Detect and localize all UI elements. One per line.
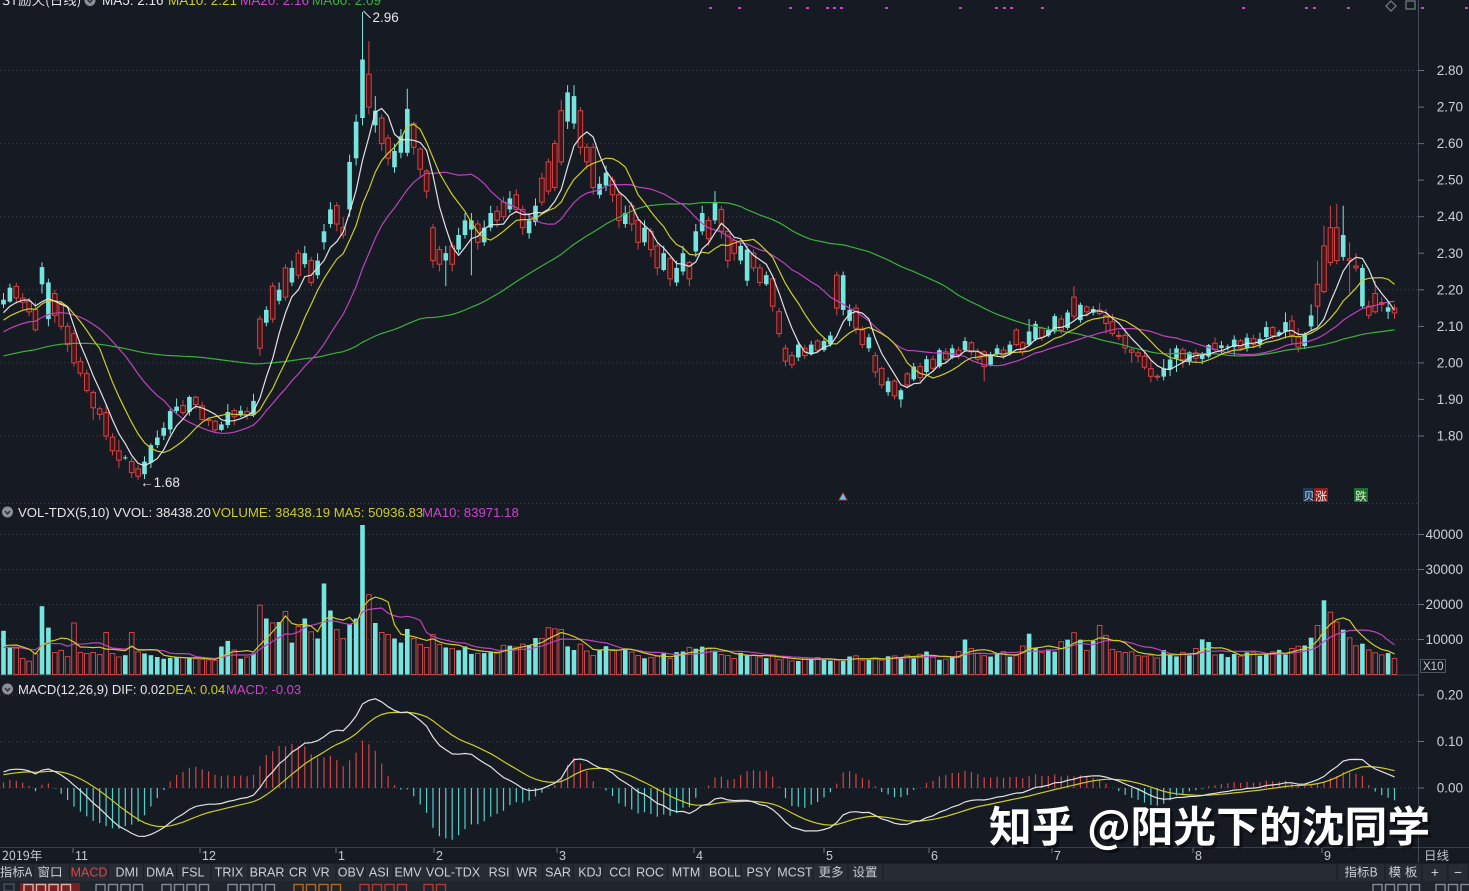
svg-text:VOL-TDX(5,10) VVOL: 38438.20: VOL-TDX(5,10) VVOL: 38438.20	[18, 505, 211, 520]
svg-text:2.50: 2.50	[1437, 173, 1463, 188]
svg-text:2.60: 2.60	[1437, 136, 1463, 151]
svg-text:MACD(12,26,9) DIF: 0.02: MACD(12,26,9) DIF: 0.02	[18, 682, 165, 697]
svg-text:DEA: 0.04: DEA: 0.04	[166, 682, 225, 697]
svg-text:2.00: 2.00	[1437, 355, 1463, 370]
svg-text:PSY: PSY	[746, 866, 772, 880]
svg-text:VOLUME: 38438.19 MA5: 50936.83: VOLUME: 38438.19 MA5: 50936.83	[212, 505, 423, 520]
svg-text:2.70: 2.70	[1437, 100, 1463, 115]
svg-text:DMA: DMA	[146, 866, 174, 880]
svg-text:20000: 20000	[1425, 597, 1463, 612]
svg-text:0.00: 0.00	[1437, 781, 1463, 796]
svg-text:OBV: OBV	[338, 866, 365, 880]
svg-text:2.40: 2.40	[1437, 209, 1463, 224]
svg-text:10000: 10000	[1425, 632, 1463, 647]
svg-text:0.10: 0.10	[1437, 734, 1463, 749]
svg-text:2.20: 2.20	[1437, 282, 1463, 297]
svg-text:30000: 30000	[1425, 562, 1463, 577]
svg-text:2.80: 2.80	[1437, 63, 1463, 78]
svg-text:ASI: ASI	[369, 866, 389, 880]
svg-text:DMI: DMI	[116, 866, 139, 880]
svg-text:MA5: 2.16: MA5: 2.16	[102, 0, 164, 8]
svg-text:MTM: MTM	[672, 866, 700, 880]
svg-text:MCST: MCST	[777, 866, 813, 880]
svg-text:X10: X10	[1423, 661, 1443, 673]
svg-text:0.20: 0.20	[1437, 688, 1463, 703]
svg-text:MA60: 2.09: MA60: 2.09	[312, 0, 381, 8]
svg-text:FSL: FSL	[182, 866, 205, 880]
svg-text:MACD: MACD	[71, 866, 108, 880]
svg-text:SAR: SAR	[545, 866, 571, 880]
svg-text:2.96: 2.96	[373, 10, 399, 25]
svg-text:CR: CR	[289, 866, 307, 880]
svg-text:CCI: CCI	[609, 866, 631, 880]
svg-text:1: 1	[338, 849, 345, 863]
svg-text:MACD: -0.03: MACD: -0.03	[226, 682, 301, 697]
svg-text:MA10: 2.21: MA10: 2.21	[168, 0, 237, 8]
svg-text:RSI: RSI	[489, 866, 510, 880]
svg-text:BOLL: BOLL	[709, 866, 741, 880]
svg-text:5: 5	[826, 849, 833, 863]
svg-text:3: 3	[559, 849, 566, 863]
svg-text:TRIX: TRIX	[215, 866, 244, 880]
svg-text:ROC: ROC	[636, 866, 664, 880]
svg-text:BRAR: BRAR	[250, 866, 285, 880]
svg-text:MA10: 83971.18: MA10: 83971.18	[422, 505, 519, 520]
svg-text:9: 9	[1324, 849, 1331, 863]
svg-text:1.90: 1.90	[1437, 392, 1463, 407]
svg-text:2.30: 2.30	[1437, 246, 1463, 261]
svg-text:2.10: 2.10	[1437, 319, 1463, 334]
svg-text:2: 2	[436, 849, 443, 863]
svg-text:KDJ: KDJ	[578, 866, 602, 880]
svg-text:11: 11	[75, 849, 88, 863]
svg-text:4: 4	[696, 849, 703, 863]
svg-text:←1.68: ←1.68	[140, 475, 180, 490]
svg-text:1.80: 1.80	[1437, 429, 1463, 444]
svg-text:MA20: 2.16: MA20: 2.16	[240, 0, 309, 8]
svg-text:WR: WR	[517, 866, 538, 880]
svg-text:7: 7	[1054, 849, 1061, 863]
svg-text:−: −	[1454, 864, 1462, 880]
svg-text:6: 6	[931, 849, 938, 863]
svg-text:40000: 40000	[1425, 527, 1463, 542]
svg-text:VOL-TDX: VOL-TDX	[426, 866, 481, 880]
svg-text:VR: VR	[312, 866, 329, 880]
svg-text:+: +	[1431, 864, 1439, 880]
svg-text:12: 12	[202, 849, 216, 863]
svg-text:EMV: EMV	[394, 866, 422, 880]
svg-text:8: 8	[1195, 849, 1202, 863]
